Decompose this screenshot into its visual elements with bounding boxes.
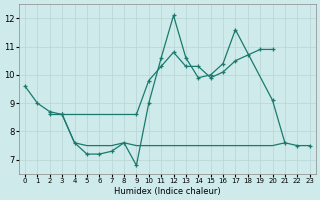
X-axis label: Humidex (Indice chaleur): Humidex (Indice chaleur)	[114, 187, 221, 196]
